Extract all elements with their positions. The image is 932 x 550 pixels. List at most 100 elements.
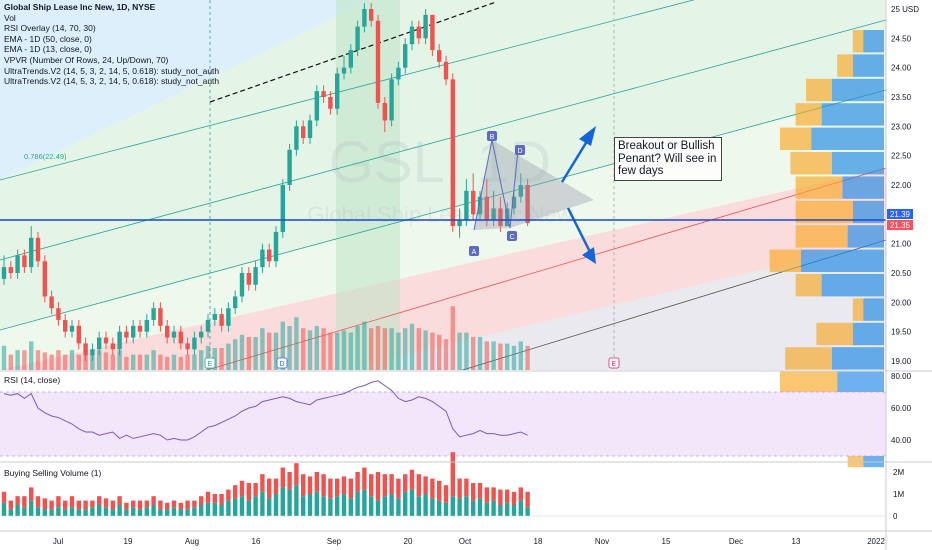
legend-ema-13[interactable]: EMA - 1D (13, close, 0)	[4, 44, 92, 55]
buying-volume-bar	[103, 507, 109, 516]
selling-volume-bar	[362, 467, 367, 490]
previous-price-badge: 21.35	[887, 220, 913, 230]
buying-volume-bar	[328, 498, 333, 516]
buying-volume-bar	[273, 494, 279, 516]
selling-volume-bar	[212, 494, 217, 503]
vpvr-down-bar	[816, 322, 853, 346]
buying-volume-bar	[219, 505, 224, 516]
selling-volume-bar	[471, 483, 476, 501]
volume-bar	[525, 345, 530, 370]
breakout-annotation[interactable]: Breakout or Bullish Penant? Will see in …	[614, 137, 722, 181]
selling-volume-bar	[423, 476, 428, 494]
rsi-tick-label: 40.00	[891, 436, 912, 445]
bsv-axis[interactable]: 2M 1M 0	[893, 468, 904, 521]
selling-volume-bar	[491, 487, 496, 501]
buying-volume-bar	[518, 500, 523, 516]
legend-rsi-overlay[interactable]: RSI Overlay (14, 70, 30)	[4, 23, 96, 34]
volume-bar	[396, 332, 401, 370]
volume-bar	[246, 337, 251, 370]
vpvr-down-bar	[795, 274, 822, 297]
buying-volume-bar	[212, 502, 217, 516]
selling-volume-bar	[158, 500, 163, 510]
price-tick-label: 19.50	[891, 328, 912, 337]
candle-body	[416, 26, 421, 39]
candle-body	[171, 331, 177, 338]
candle-body	[457, 220, 462, 227]
price-axis[interactable]: 25 USD24.5024.0023.5023.0022.5022.0021.5…	[891, 5, 919, 366]
selling-volume-bar	[1, 491, 7, 503]
selling-volume-bar	[233, 485, 238, 499]
rsi-legend[interactable]: RSI (14, close)	[4, 375, 61, 385]
candle-body	[226, 308, 231, 326]
candle-body	[321, 91, 326, 97]
selling-volume-bar	[165, 502, 170, 510]
selling-volume-bar	[69, 496, 75, 508]
pennant-triangle	[474, 140, 594, 230]
time-axis[interactable]: Jul 19 Aug 16 Sep 20 Oct 18 Nov 15 Dec 13 2022	[53, 537, 886, 546]
selling-volume-bar	[389, 474, 394, 494]
candle-body	[287, 149, 292, 185]
selling-volume-bar	[246, 483, 251, 501]
vpvr-down-bar	[780, 371, 838, 394]
bsv-legend[interactable]: Buying Selling Volume (1)	[4, 468, 102, 478]
legend-vol[interactable]: Vol	[4, 12, 16, 23]
price-tick-label: 24.00	[891, 64, 912, 73]
pattern-point-a: A	[469, 246, 479, 256]
event-marker-badge	[608, 357, 620, 369]
candle-body	[430, 14, 435, 51]
buying-volume-bar	[484, 502, 489, 516]
candle-body	[450, 79, 455, 227]
vpvr-down-bar	[795, 103, 822, 126]
legend-ultratrends-2[interactable]: UltraTrends.V2 (14, 5, 3, 2, 14, 5, 0.61…	[4, 76, 220, 87]
candle-body	[253, 267, 258, 285]
vpvr-down-bar	[806, 78, 832, 102]
legend-ema-50[interactable]: EMA - 1D (50, close, 0)	[4, 33, 92, 44]
candle-body	[341, 67, 347, 74]
selling-volume-bar	[382, 474, 387, 497]
svg-text:21.35: 21.35	[890, 221, 911, 230]
volume-bar	[280, 321, 285, 370]
buying-volume-bar	[1, 502, 7, 516]
volume-bar	[505, 343, 510, 370]
abcd-pattern	[473, 139, 519, 231]
candlesticks	[1, 3, 530, 361]
buying-volume-bar	[396, 498, 401, 516]
selling-volume-bar	[239, 480, 245, 497]
pattern-point-label: C	[509, 234, 514, 241]
vpvr-down-bar	[780, 127, 812, 150]
volume-bar	[1, 345, 7, 370]
buying-volume-bar	[76, 509, 81, 516]
candle-body	[29, 237, 34, 268]
selling-volume-bar	[341, 476, 347, 494]
buying-volume-bar	[375, 500, 381, 516]
buying-volume-bar	[49, 509, 54, 516]
volume-bar	[124, 356, 129, 370]
selling-volume-bar	[525, 491, 530, 508]
candle-body	[443, 61, 449, 80]
buying-volume-bar	[294, 485, 299, 516]
buying-volume-bar	[63, 509, 68, 516]
buying-volume-bar	[29, 500, 34, 516]
price-tick-label: 22.00	[891, 181, 912, 190]
selling-volume-bar	[199, 496, 204, 505]
rsi-tick-label: 80.00	[891, 372, 912, 381]
symbol-title[interactable]: Global Ship Lease Inc New, 1D, NYSE	[4, 2, 156, 12]
selling-volume-bar	[63, 500, 68, 510]
candle-body	[294, 126, 299, 150]
legend-vpvr[interactable]: VPVR (Number Of Rows, 24, Up/Down, 70)	[4, 54, 169, 65]
volume-bar	[117, 350, 122, 370]
price-tick-label: 25 USD	[891, 5, 919, 14]
candle-body	[137, 325, 143, 332]
selling-volume-bar	[42, 498, 47, 510]
selling-volume-bar	[97, 496, 102, 505]
volume-bar	[178, 356, 183, 370]
volume-bar	[131, 354, 136, 370]
pattern-point-label: D	[517, 148, 522, 155]
buying-volume-bar	[314, 491, 319, 516]
selling-volume-bar	[219, 494, 224, 505]
legend-ultratrends-1[interactable]: UltraTrends.V2 (14, 5, 3, 2, 14, 5, 0.61…	[4, 65, 220, 76]
rsi-axis[interactable]: 80.00 60.00 40.00	[891, 372, 912, 445]
buying-volume-bar	[450, 496, 455, 516]
selling-volume-bar	[321, 474, 326, 497]
buying-volume-bar	[267, 498, 272, 516]
